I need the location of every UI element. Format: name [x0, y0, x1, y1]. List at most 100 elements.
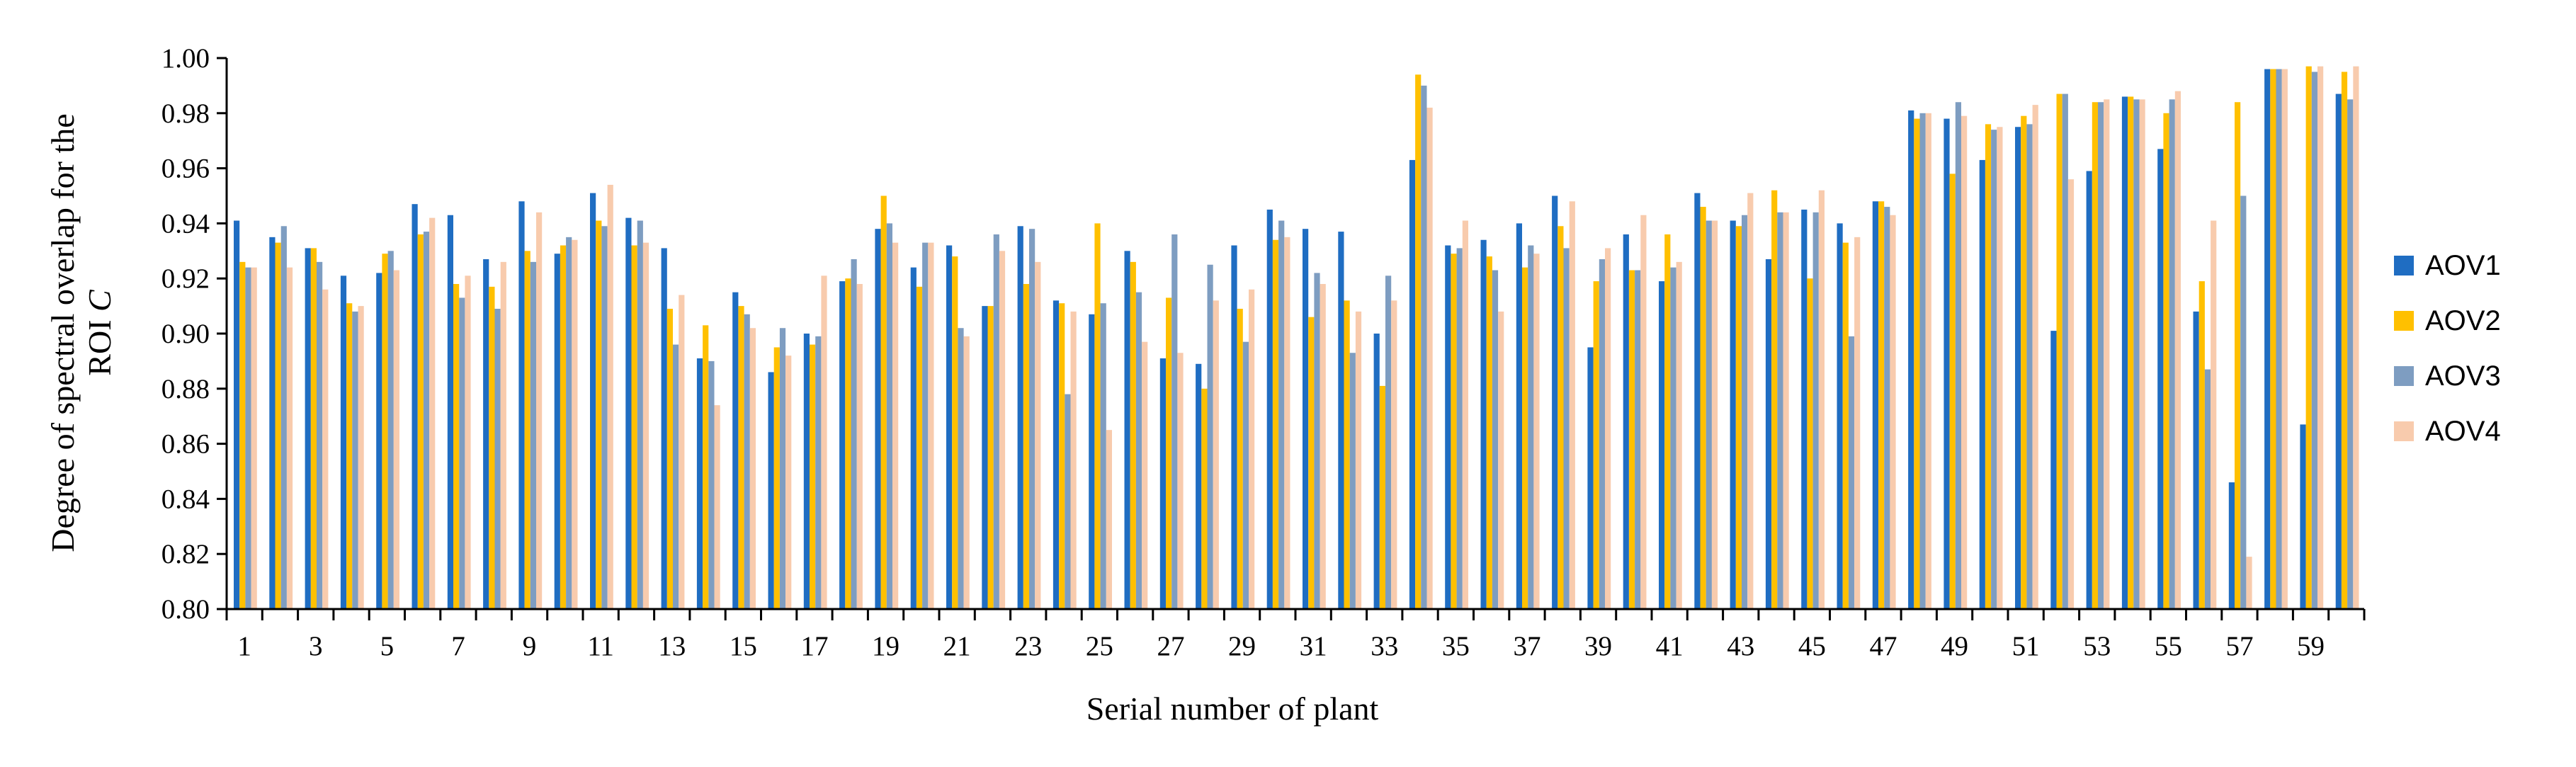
bar-aov2-plant-45 — [1807, 278, 1813, 609]
bar-aov2-plant-46 — [1842, 242, 1849, 609]
bar-aov4-plant-49 — [1961, 115, 1968, 609]
bar-aov2-plant-19 — [880, 195, 887, 609]
bar-aov2-plant-18 — [845, 278, 851, 609]
bar-aov3-plant-7 — [459, 297, 465, 609]
bar-aov3-plant-21 — [958, 328, 964, 609]
bar-aov4-plant-22 — [999, 251, 1006, 609]
bar-aov1-plant-20 — [910, 267, 917, 609]
bar-aov4-plant-21 — [963, 336, 970, 609]
y-tick-label: 0.88 — [161, 374, 210, 404]
bar-aov1-plant-5 — [376, 273, 382, 609]
bar-aov2-plant-35 — [1451, 254, 1457, 609]
y-tick-label: 0.92 — [161, 263, 210, 294]
bar-aov1-plant-18 — [839, 281, 846, 609]
legend-label-aov4: AOV4 — [2425, 416, 2501, 447]
bar-aov1-plant-53 — [2086, 171, 2092, 610]
x-tick-label: 45 — [1798, 631, 1826, 661]
bar-aov2-plant-13 — [666, 308, 673, 609]
bar-aov1-plant-50 — [1979, 159, 1985, 609]
y-tick-label: 0.84 — [161, 484, 210, 514]
bar-aov1-plant-25 — [1089, 314, 1095, 609]
bar-aov4-plant-4 — [358, 306, 364, 609]
bar-aov1-plant-16 — [768, 372, 774, 609]
bar-aov3-plant-56 — [2204, 369, 2211, 609]
bar-aov2-plant-31 — [1308, 317, 1315, 609]
bar-aov3-plant-29 — [1242, 341, 1249, 609]
bar-aov4-plant-43 — [1747, 193, 1754, 609]
x-tick-label: 43 — [1727, 631, 1754, 661]
bar-aov4-plant-40 — [1640, 215, 1647, 610]
bar-aov2-plant-48 — [1914, 118, 1920, 609]
bar-aov4-plant-54 — [2139, 99, 2145, 610]
bar-aov3-plant-27 — [1171, 234, 1178, 610]
bar-aov1-plant-40 — [1623, 234, 1629, 610]
bar-aov3-plant-43 — [1742, 215, 1748, 610]
bar-aov4-plant-28 — [1213, 300, 1219, 609]
bar-aov1-plant-31 — [1303, 229, 1309, 609]
bar-aov1-plant-29 — [1231, 245, 1237, 609]
bar-aov3-plant-35 — [1456, 248, 1463, 609]
bar-aov3-plant-49 — [1955, 102, 1961, 610]
bar-aov4-plant-6 — [429, 217, 436, 609]
bar-aov1-plant-57 — [2228, 482, 2235, 609]
bar-aov2-plant-17 — [810, 344, 816, 609]
x-tick-label: 51 — [2012, 631, 2040, 661]
bar-aov1-plant-36 — [1480, 239, 1487, 609]
bar-aov3-plant-57 — [2240, 195, 2247, 609]
bar-aov3-plant-34 — [1421, 85, 1427, 609]
bar-aov3-plant-46 — [1848, 336, 1855, 609]
bar-aov1-plant-48 — [1908, 110, 1914, 609]
bar-aov2-plant-60 — [2341, 72, 2348, 609]
x-tick-label: 17 — [800, 631, 828, 661]
bar-aov3-plant-44 — [1777, 212, 1783, 610]
bar-aov2-plant-16 — [773, 347, 780, 609]
x-tick-label: 39 — [1584, 631, 1612, 661]
bar-aov1-plant-37 — [1516, 223, 1522, 609]
bar-aov2-plant-42 — [1700, 207, 1706, 609]
bar-aov2-plant-25 — [1094, 223, 1101, 609]
bar-aov2-plant-43 — [1735, 226, 1742, 609]
bar-aov2-plant-4 — [346, 303, 353, 609]
bar-aov4-plant-3 — [322, 289, 329, 609]
bar-aov4-plant-25 — [1106, 430, 1112, 609]
bar-aov1-plant-11 — [590, 193, 596, 609]
bar-aov2-plant-26 — [1130, 261, 1136, 609]
bar-aov3-plant-11 — [601, 226, 608, 609]
bar-aov4-plant-46 — [1854, 237, 1861, 610]
bar-aov1-plant-6 — [412, 204, 418, 609]
bar-aov1-plant-43 — [1730, 220, 1736, 609]
bar-aov1-plant-34 — [1409, 159, 1416, 609]
bar-aov3-plant-19 — [886, 223, 892, 609]
bar-aov1-plant-32 — [1338, 232, 1344, 609]
x-tick-label: 1 — [237, 631, 251, 661]
bar-aov4-plant-1 — [251, 267, 257, 609]
y-tick-label: 1.00 — [161, 43, 210, 74]
bar-aov3-plant-3 — [317, 261, 323, 609]
bar-aov3-plant-58 — [2276, 69, 2282, 609]
bar-aov1-plant-51 — [2015, 127, 2021, 609]
bar-aov3-plant-16 — [779, 328, 786, 609]
bar-aov3-plant-2 — [280, 226, 287, 609]
bar-aov4-plant-16 — [785, 356, 792, 609]
bar-aov4-plant-55 — [2174, 91, 2181, 609]
bar-aov4-plant-23 — [1035, 261, 1041, 609]
bar-aov4-plant-26 — [1142, 341, 1148, 609]
legend-swatch-aov1 — [2394, 256, 2414, 275]
bar-aov4-plant-33 — [1391, 300, 1397, 609]
x-tick-label: 25 — [1086, 631, 1113, 661]
bar-aov2-plant-29 — [1237, 308, 1243, 609]
bar-aov3-plant-59 — [2311, 72, 2317, 609]
x-tick-label: 59 — [2297, 631, 2325, 661]
bar-aov3-plant-30 — [1278, 220, 1285, 609]
bar-aov3-plant-8 — [494, 308, 501, 609]
bar-aov4-plant-50 — [1997, 127, 2003, 609]
x-tick-label: 47 — [1869, 631, 1897, 661]
bar-aov3-plant-14 — [708, 360, 715, 609]
bar-aov2-plant-37 — [1522, 267, 1528, 609]
x-tick-label: 29 — [1228, 631, 1256, 661]
bar-aov1-plant-22 — [982, 306, 988, 609]
x-axis-title: Serial number of plant — [1086, 691, 1379, 727]
y-axis-title-line-2: ROI C — [81, 289, 118, 376]
x-tick-label: 19 — [872, 631, 900, 661]
